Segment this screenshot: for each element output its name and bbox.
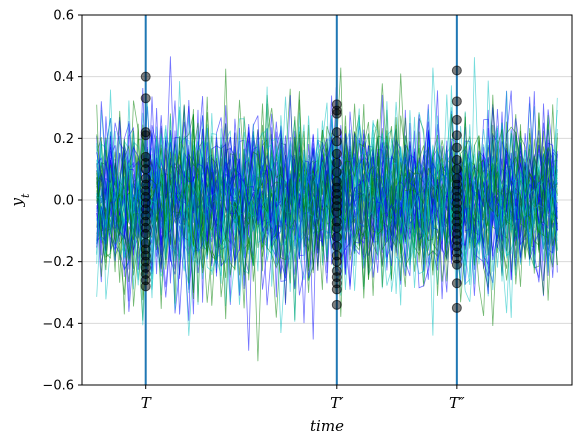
data-point [451,130,462,141]
data-point [331,127,342,138]
y-tick-label: −0.6 [42,379,74,394]
x-tick-label: T [141,394,152,412]
data-point [451,259,462,270]
series-line [96,101,558,322]
data-point [331,108,342,119]
x-axis: T T′ T″ [141,385,465,412]
y-tick-label: −0.4 [42,317,74,332]
series-line [96,80,558,310]
x-tick-label: T′ [330,394,344,412]
data-point [331,222,342,233]
x-tick-label: T″ [449,394,465,412]
y-axis: −0.6 −0.4 −0.2 0.0 0.2 0.4 0.6 [42,9,82,394]
y-tick-label: 0.2 [53,132,74,147]
y-tick-label: 0.4 [53,70,74,85]
series-lines [96,56,558,362]
y-tick-label: −0.2 [42,255,74,270]
y-axis-label: yt [8,193,32,207]
y-tick-label: 0.0 [53,194,74,209]
data-point [140,228,151,239]
series-line [96,114,558,301]
data-point [331,284,342,295]
y-tick-label: 0.6 [53,9,74,24]
data-point [331,148,342,159]
data-point [451,302,462,313]
data-point [331,256,342,267]
data-point [331,232,342,242]
data-point [451,142,462,153]
data-point [140,164,151,175]
cross-section-points [140,65,462,313]
data-point [451,154,462,165]
data-point [451,114,462,125]
data-point [331,299,342,310]
data-point [140,93,151,104]
data-point [451,278,462,289]
data-point [331,167,342,178]
data-point [331,207,342,218]
data-point [451,96,462,107]
data-point [140,130,151,141]
series-line [96,67,558,272]
data-point [331,136,342,147]
data-point [451,164,462,175]
data-point [331,241,342,252]
data-point [451,65,462,76]
x-axis-label: time [310,417,344,435]
data-point [140,281,151,292]
data-point [331,158,342,168]
data-point [140,71,151,82]
